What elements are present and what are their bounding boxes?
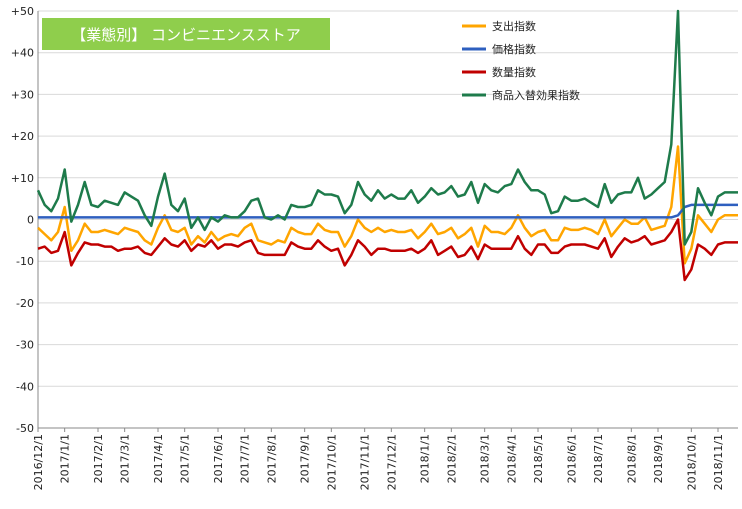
- series-line: [37, 218, 738, 282]
- series-line: [37, 145, 738, 265]
- x-tick-label: 2018/9/1: [652, 434, 665, 483]
- y-tick-label: -10: [16, 255, 34, 268]
- x-tick-label: 2017/12/1: [385, 434, 398, 490]
- x-tick-label: 2017/10/1: [325, 434, 338, 490]
- x-tick-label: 2018/1/1: [419, 434, 432, 483]
- x-tick-label: 2018/2/1: [445, 434, 458, 483]
- x-tick-label: 2017/8/1: [265, 434, 278, 483]
- y-tick-label: -40: [16, 380, 34, 393]
- legend-label: 支出指数: [492, 19, 536, 33]
- x-tick-label: 2017/5/1: [179, 434, 192, 483]
- x-tick-label: 2017/6/1: [212, 434, 225, 483]
- y-tick-label: +30: [11, 88, 34, 101]
- y-tick-label: +20: [11, 130, 34, 143]
- x-tick-label: 2018/6/1: [565, 434, 578, 483]
- series-line: [36, 9, 738, 246]
- y-tick-label: +40: [11, 47, 34, 60]
- y-tick-label: -50: [16, 422, 34, 435]
- legend-label: 価格指数: [492, 42, 536, 56]
- legend-label: 商品入替効果指数: [492, 88, 580, 102]
- x-tick-label: 2018/11/1: [712, 434, 725, 490]
- x-tick-label: 2018/8/1: [625, 434, 638, 483]
- x-tick-label: 2018/5/1: [532, 434, 545, 483]
- title-box: [42, 18, 330, 50]
- x-tick-label: 2018/7/1: [592, 434, 605, 483]
- x-tick-label: 2016/12/1: [32, 434, 45, 490]
- y-tick-label: +50: [11, 5, 34, 18]
- x-tick-label: 2017/2/1: [92, 434, 105, 483]
- x-tick-label: 2018/4/1: [505, 434, 518, 483]
- x-tick-label: 2018/3/1: [479, 434, 492, 483]
- x-tick-label: 2017/7/1: [239, 434, 252, 483]
- y-tick-label: 0: [27, 214, 34, 227]
- x-tick-label: 2017/3/1: [119, 434, 132, 483]
- x-tick-label: 2017/4/1: [152, 434, 165, 483]
- y-tick-label: -20: [16, 297, 34, 310]
- x-tick-label: 2017/9/1: [299, 434, 312, 483]
- series-line: [38, 203, 738, 219]
- chart-title: 【業態別】 コンビニエンスストア: [71, 26, 300, 44]
- legend-label: 数量指数: [492, 65, 536, 79]
- x-tick-label: 2017/1/1: [59, 434, 72, 483]
- x-tick-label: 2018/10/1: [685, 434, 698, 490]
- y-tick-label: +10: [11, 172, 34, 185]
- x-tick-label: 2017/11/1: [359, 434, 372, 490]
- y-tick-label: -30: [16, 339, 34, 352]
